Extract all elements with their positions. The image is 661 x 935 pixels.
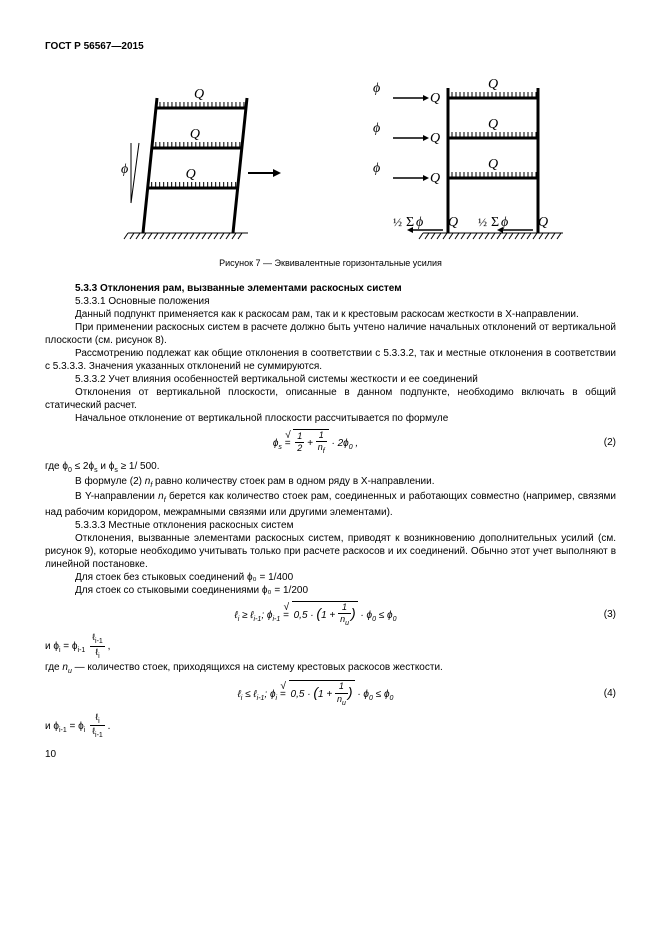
para-7: В Y-направлении nf берется как количеств… [45, 490, 616, 518]
equation-3-number: (3) [586, 608, 616, 621]
para-5: Начальное отклонение от вертикальной пло… [45, 412, 616, 425]
figure-7-row: QQQϕ QϕQQϕQQϕQ½ΣϕQ½ΣϕQ [45, 68, 616, 248]
para-11: где nu — количество стоек, приходящихся … [45, 661, 616, 676]
svg-text:Q: Q [488, 117, 498, 132]
svg-text:Q: Q [430, 171, 440, 186]
para-6: В формуле (2) nf равно количеству стоек … [45, 475, 616, 490]
section-5-3-3-3-title: 5.3.3.3 Местные отклонения раскосных сис… [45, 519, 616, 532]
para-4: Отклонения от вертикальной плоскости, оп… [45, 386, 616, 412]
svg-text:Q: Q [488, 77, 498, 92]
doc-header: ГОСТ Р 56567—2015 [45, 40, 616, 53]
svg-text:½: ½ [478, 215, 487, 229]
svg-text:ϕ: ϕ [373, 121, 380, 136]
para-8: Отклонения, вызванные элементами раскосн… [45, 532, 616, 571]
para-2: При применении раскосных систем в расчет… [45, 321, 616, 347]
page-content: ГОСТ Р 56567—2015 QQQϕ QϕQQϕQQϕQ½ΣϕQ½ΣϕQ… [0, 0, 661, 791]
condition-3: и ϕi = ϕi-1 ℓi-1ℓi , [45, 632, 616, 661]
svg-text:½: ½ [393, 215, 402, 229]
svg-text:Q: Q [448, 215, 458, 230]
figure-7-caption: Рисунок 7 — Эквивалентные горизонтальные… [45, 258, 616, 270]
svg-text:ϕ: ϕ [121, 162, 128, 177]
svg-text:Σ: Σ [491, 215, 499, 230]
equation-3: ℓi ≥ ℓi-1; ϕi-1 = 0,5 · (1 + 1nu) · ϕ0 ≤… [45, 601, 586, 629]
figure-7-left: Q Q Qϕ [73, 68, 283, 248]
svg-text:Q: Q [185, 167, 195, 182]
svg-text:Q: Q [488, 157, 498, 172]
svg-text:Q: Q [430, 91, 440, 106]
figure-7-right: QϕQQϕQQϕQ½ΣϕQ½ΣϕQ [338, 68, 588, 248]
svg-text:ϕ: ϕ [373, 81, 380, 96]
svg-text:ϕ: ϕ [373, 161, 380, 176]
para-3: Рассмотрению подлежат как общие отклонен… [45, 347, 616, 373]
equation-3-row: ℓi ≥ ℓi-1; ϕi-1 = 0,5 · (1 + 1nu) · ϕ0 ≤… [45, 601, 616, 629]
svg-text:Q: Q [430, 131, 440, 146]
section-5-3-3-heading: 5.3.3 Отклонения рам, вызванные элемента… [45, 282, 616, 295]
equation-2-row: ϕs = 12 + 1nf · 2ϕ0 , (2) [45, 429, 616, 457]
para-1: Данный подпункт применяется как к раскос… [45, 308, 616, 321]
equation-4: ℓi ≤ ℓi-1; ϕi = 0,5 · (1 + 1nu) · ϕ0 ≤ ϕ… [45, 680, 586, 708]
svg-text:ϕ: ϕ [416, 215, 423, 230]
section-5-3-3-1-title: 5.3.3.1 Основные положения [45, 295, 616, 308]
equation-4-number: (4) [586, 687, 616, 700]
para-9: Для стоек без стыковых соединений ϕ₀ = 1… [45, 571, 616, 584]
condition-1: где ϕ0 ≤ 2ϕs и ϕs ≥ 1/ 500. [45, 460, 616, 475]
section-5-3-3-2-title: 5.3.3.2 Учет влияния особенностей вертик… [45, 373, 616, 386]
equation-4-row: ℓi ≤ ℓi-1; ϕi = 0,5 · (1 + 1nu) · ϕ0 ≤ ϕ… [45, 680, 616, 708]
equation-2: ϕs = 12 + 1nf · 2ϕ0 , [45, 429, 586, 457]
para-10: Для стоек со стыковыми соединениями ϕ₀ =… [45, 584, 616, 597]
svg-text:Q: Q [538, 215, 548, 230]
condition-4: и ϕi-1 = ϕi ℓiℓi-1 . [45, 712, 616, 741]
svg-text:Q: Q [190, 127, 200, 142]
svg-text:Q: Q [194, 87, 204, 102]
equation-2-number: (2) [586, 436, 616, 449]
page-number: 10 [45, 748, 616, 761]
